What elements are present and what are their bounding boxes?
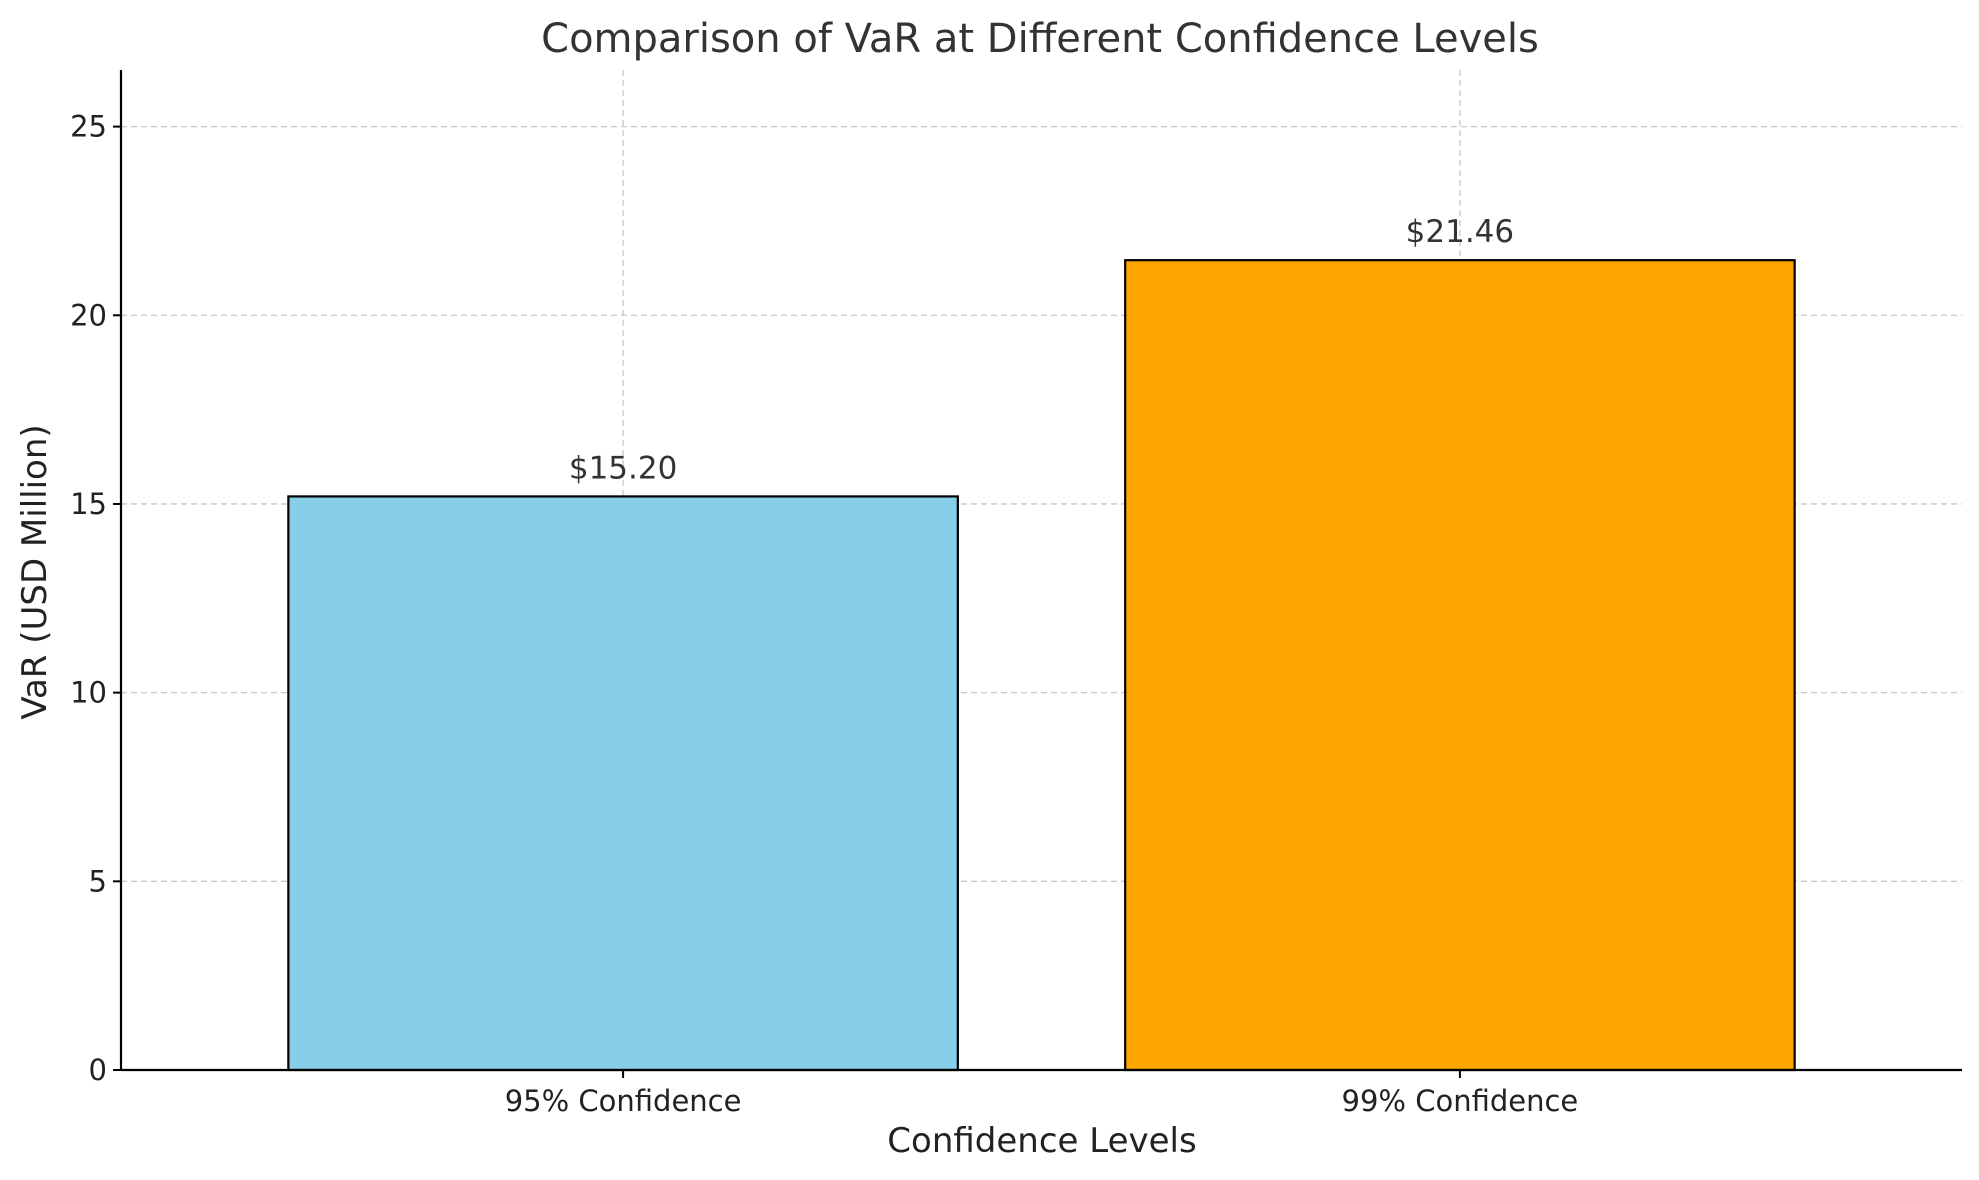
bar: [287, 495, 959, 1072]
y-tick-label: 0: [89, 1053, 107, 1087]
x-tick-label: 99% Confidence: [1342, 1084, 1579, 1118]
axes: [119, 70, 1962, 1072]
bars: [287, 259, 1796, 1072]
y-tick-label: 15: [70, 487, 107, 521]
x-tick-label: 95% Confidence: [505, 1084, 742, 1118]
y-tick-label: 20: [70, 298, 107, 332]
bar-value-label: $15.20: [569, 450, 677, 486]
chart-title: Comparison of VaR at Different Confidenc…: [541, 16, 1539, 62]
y-tick-label: 10: [70, 676, 107, 710]
x-ticks: 95% Confidence 99% Confidence: [505, 1070, 1579, 1118]
bar-value-label: $21.46: [1406, 214, 1514, 250]
y-axis-label: VaR (USD Million): [15, 424, 55, 719]
x-axis-label: Confidence Levels: [887, 1121, 1196, 1161]
y-ticks: 0 5 10 15 20 25: [70, 110, 121, 1087]
value-labels: $15.20 $21.46: [569, 214, 1514, 486]
y-tick-label: 25: [70, 110, 107, 144]
y-tick-label: 5: [89, 864, 107, 898]
bar: [1124, 259, 1796, 1072]
